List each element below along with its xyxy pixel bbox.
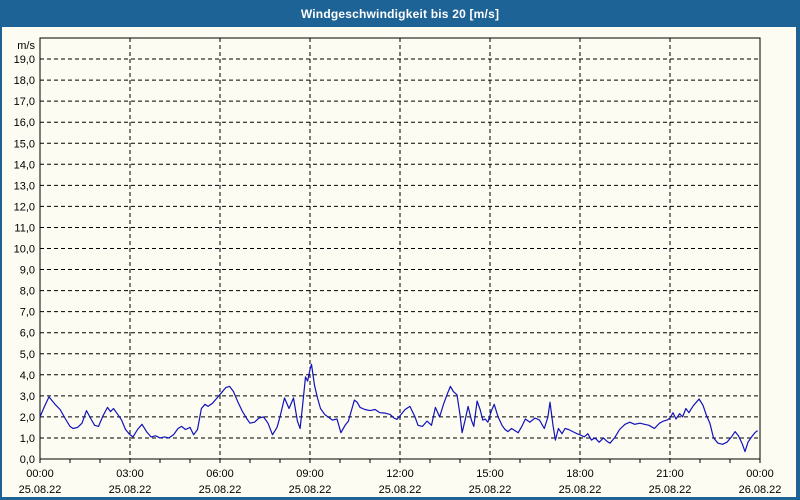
wind-speed-line xyxy=(39,363,758,453)
chart-title: Windgeschwindigkeit bis 20 [m/s] xyxy=(300,6,500,21)
y-tick-label: 12,0 xyxy=(14,201,35,213)
y-tick-label: 17,0 xyxy=(14,96,35,108)
y-tick-label: 11,0 xyxy=(14,222,35,234)
x-tick-time-label: 00:00 xyxy=(746,468,774,480)
y-tick-label: 15,0 xyxy=(14,138,35,150)
y-tick-label: 6,0 xyxy=(20,328,35,340)
chart-area: 0,0 1,0 2,0 3,0 4,0 5,0 6,0 7,0 8,0 9,0 10,0 11,0 12… xyxy=(2,27,796,497)
x-tick-time-label: 03:00 xyxy=(116,468,144,480)
y-tick-label: 10,0 xyxy=(14,244,35,256)
x-tick-date-label: 25.08.22 xyxy=(289,484,332,496)
y-tick-label: 1,0 xyxy=(20,433,35,445)
y-tick-label: 7,0 xyxy=(20,307,35,319)
x-tick-date-label: 25.08.22 xyxy=(109,484,152,496)
y-tick-label: 2,0 xyxy=(20,412,35,424)
title-bar: Windgeschwindigkeit bis 20 [m/s] xyxy=(0,0,800,27)
x-tick-time-label: 12:00 xyxy=(386,468,414,480)
y-tick-label: 5,0 xyxy=(20,349,35,361)
x-tick-date-label: 25.08.22 xyxy=(379,484,422,496)
wind-speed-chart: 0,0 1,0 2,0 3,0 4,0 5,0 6,0 7,0 8,0 9,0 10,0 11,0 12… xyxy=(14,37,782,496)
y-tick-label: 14,0 xyxy=(14,159,35,171)
x-tick-date-label: 25.08.22 xyxy=(199,484,242,496)
x-tick-time-label: 15:00 xyxy=(476,468,504,480)
x-tick-time-label: 09:00 xyxy=(296,468,324,480)
x-tick-date-label: 25.08.22 xyxy=(19,484,62,496)
y-tick-label: 16,0 xyxy=(14,117,35,129)
y-tick-label: 13,0 xyxy=(14,180,35,192)
y-tick-label: 18,0 xyxy=(14,75,35,87)
y-axis-unit-label: m/s xyxy=(17,40,35,52)
y-tick-label: 0,0 xyxy=(20,454,35,466)
x-tick-date-label: 25.08.22 xyxy=(559,484,602,496)
y-tick-label: 4,0 xyxy=(20,370,35,382)
x-tick-time-label: 00:00 xyxy=(26,468,54,480)
y-tick-label: 9,0 xyxy=(20,265,35,277)
y-tick-label: 8,0 xyxy=(20,286,35,298)
y-tick-label: 19,0 xyxy=(14,54,35,66)
x-tick-date-label: 26.08.22 xyxy=(739,484,782,496)
x-tick-time-label: 18:00 xyxy=(566,468,594,480)
y-tick-label: 3,0 xyxy=(20,391,35,403)
x-tick-time-label: 06:00 xyxy=(206,468,234,480)
x-tick-date-label: 25.08.22 xyxy=(469,484,512,496)
x-tick-time-label: 21:00 xyxy=(656,468,684,480)
x-tick-date-label: 25.08.22 xyxy=(649,484,692,496)
